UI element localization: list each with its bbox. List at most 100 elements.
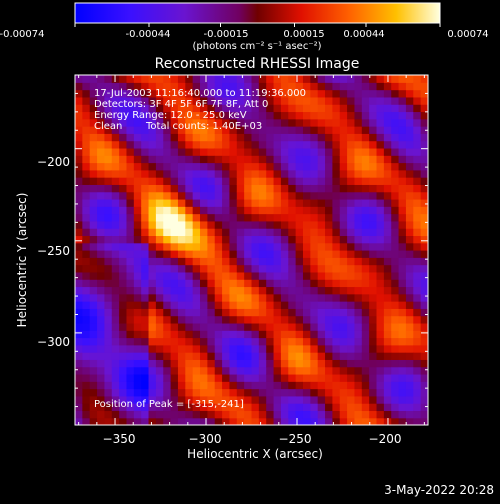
heatmap-cell — [369, 315, 378, 324]
heatmap-cell — [177, 235, 186, 244]
heatmap-cell — [325, 271, 333, 280]
heatmap-cell — [369, 111, 378, 120]
heatmap-cell — [251, 169, 260, 178]
heatmap-cell — [405, 220, 414, 229]
heatmap-cell — [339, 410, 348, 419]
heatmap-cell — [258, 242, 267, 251]
heatmap-cell — [273, 337, 282, 346]
detectors-annotation: Detectors: 3F 4F 5F 6F 7F 8F, Att 0 — [94, 99, 268, 110]
heatmap-cell — [192, 381, 201, 390]
x-axis-label: Heliocentric X (arcsec) — [187, 447, 323, 461]
heatmap-cell — [317, 82, 326, 91]
heatmap-cell — [192, 279, 201, 288]
heatmap-cell — [119, 169, 128, 178]
heatmap-cell — [82, 410, 91, 419]
heatmap-cell — [111, 388, 120, 397]
heatmap-cell — [185, 279, 194, 288]
heatmap-cell — [302, 147, 311, 156]
heatmap-cell — [413, 388, 422, 397]
heatmap-cell — [354, 133, 363, 142]
heatmap-cell — [325, 75, 333, 83]
heatmap-cell — [273, 322, 282, 331]
heatmap-cell — [126, 162, 135, 171]
heatmap-cell — [280, 228, 289, 237]
heatmap-cell — [75, 403, 83, 412]
heatmap-cell — [420, 169, 428, 178]
heatmap-cell — [391, 75, 400, 83]
heatmap-cell — [413, 264, 422, 273]
heatmap-cell — [317, 395, 326, 404]
heatmap-cell — [369, 279, 378, 288]
heatmap-cell — [141, 162, 150, 171]
heatmap-cell — [413, 162, 422, 171]
heatmap-cell — [229, 337, 238, 346]
heatmap-cell — [251, 162, 260, 171]
heatmap-cell — [119, 220, 128, 229]
heatmap-cell — [317, 366, 326, 375]
heatmap-cell — [332, 118, 341, 127]
heatmap-cell — [170, 198, 179, 207]
colorbar — [74, 2, 441, 24]
heatmap-cell — [398, 359, 407, 368]
heatmap-cell — [317, 191, 326, 200]
heatmap-cell — [244, 293, 253, 302]
heatmap-cell — [141, 155, 150, 164]
heatmap-cell — [325, 388, 333, 397]
heatmap-cell — [236, 395, 245, 404]
heatmap-cell — [325, 344, 333, 353]
heatmap-cell — [222, 330, 231, 339]
heatmap-cell — [177, 242, 186, 251]
heatmap-cell — [222, 293, 231, 302]
heatmap-cell — [133, 410, 142, 419]
heatmap-cell — [273, 352, 282, 360]
heatmap-cell — [354, 126, 363, 134]
heatmap-cell — [200, 264, 208, 273]
heatmap-cell — [207, 344, 216, 353]
heatmap-cell — [317, 147, 326, 156]
heatmap-cell — [75, 89, 83, 98]
heatmap-cell — [155, 381, 164, 390]
heatmap-cell — [354, 257, 363, 266]
heatmap-cell — [354, 322, 363, 331]
heatmap-cell — [347, 96, 356, 105]
heatmap-cell — [126, 410, 135, 419]
heatmap-cell — [200, 169, 208, 178]
heatmap-cell — [185, 184, 194, 193]
heatmap-cell — [310, 293, 319, 302]
heatmap-cell — [405, 250, 414, 258]
heatmap-cell — [82, 169, 91, 178]
heatmap-cell — [170, 315, 179, 324]
heatmap-cell — [207, 177, 216, 185]
heatmap-cell — [133, 235, 142, 244]
heatmap-cell — [229, 315, 238, 324]
heatmap-cell — [177, 206, 186, 215]
heatmap-cell — [163, 279, 172, 288]
heatmap-cell — [413, 373, 422, 382]
heatmap-cell — [148, 315, 157, 324]
heatmap-cell — [398, 111, 407, 120]
heatmap-cell — [420, 344, 428, 353]
heatmap-cell — [383, 388, 392, 397]
heatmap-cell — [148, 155, 157, 164]
heatmap-cell — [420, 118, 428, 127]
heatmap-cell — [89, 228, 98, 237]
heatmap-cell — [383, 191, 392, 200]
heatmap-cell — [302, 271, 311, 280]
heatmap-cell — [133, 359, 142, 368]
heatmap-cell — [163, 395, 172, 404]
heatmap-cell — [273, 118, 282, 127]
heatmap-cell — [354, 352, 363, 360]
heatmap-cell — [185, 162, 194, 171]
heatmap-cell — [170, 286, 179, 295]
heatmap-cell — [258, 337, 267, 346]
heatmap-cell — [361, 147, 370, 156]
heatmap-cell — [391, 271, 400, 280]
heatmap-cell — [325, 140, 333, 149]
heatmap-cell — [361, 257, 370, 266]
heatmap-cell — [229, 126, 238, 134]
heatmap-cell — [141, 89, 150, 98]
heatmap-cell — [207, 242, 216, 251]
heatmap-cell — [236, 417, 245, 425]
heatmap-cell — [155, 177, 164, 185]
heatmap-cell — [200, 206, 208, 215]
